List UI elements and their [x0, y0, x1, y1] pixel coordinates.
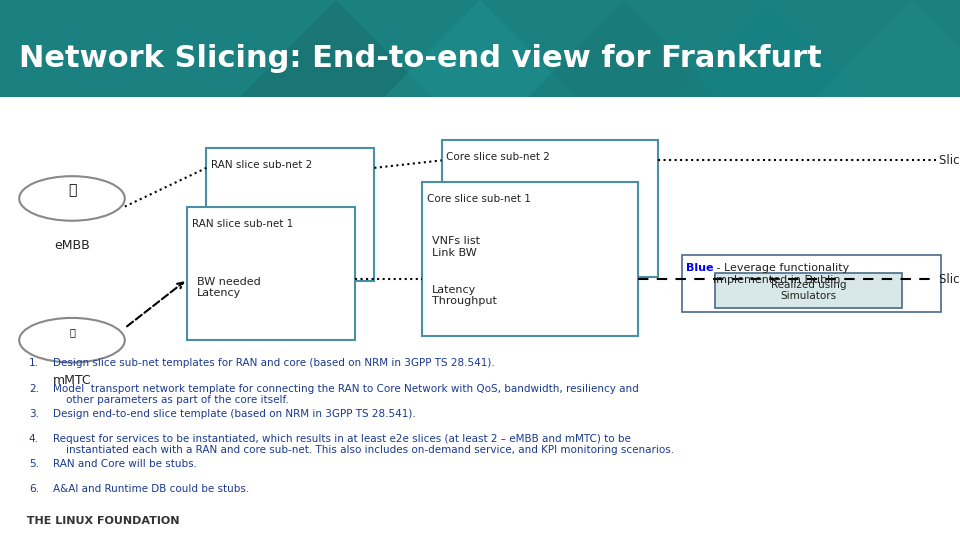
Text: RAN slice sub-net 1: RAN slice sub-net 1	[192, 219, 293, 229]
FancyBboxPatch shape	[206, 148, 374, 281]
Text: Request for services to be instantiated, which results in at least e2e slices (a: Request for services to be instantiated,…	[53, 434, 674, 455]
Text: 6.: 6.	[29, 484, 38, 494]
Text: Core slice sub-net 1: Core slice sub-net 1	[427, 194, 531, 205]
Text: Model  transport network template for connecting the RAN to Core Network with Qo: Model transport network template for con…	[53, 383, 638, 405]
Polygon shape	[384, 0, 576, 97]
Text: Core slice sub-net 2: Core slice sub-net 2	[446, 152, 550, 162]
FancyBboxPatch shape	[422, 183, 638, 336]
Text: - Leverage functionality
implemented in Dublin: - Leverage functionality implemented in …	[713, 263, 850, 285]
Polygon shape	[0, 0, 960, 97]
Text: Blue: Blue	[686, 263, 714, 273]
FancyBboxPatch shape	[715, 273, 902, 308]
Polygon shape	[816, 0, 960, 97]
Text: eMBB: eMBB	[54, 239, 90, 252]
Text: 📱: 📱	[68, 184, 76, 197]
Text: 5.: 5.	[29, 459, 38, 469]
Text: Slice 2: Slice 2	[939, 154, 960, 167]
Text: Latency
Throughput: Latency Throughput	[432, 285, 497, 306]
Text: 4.: 4.	[29, 434, 38, 444]
Text: A&AI and Runtime DB could be stubs.: A&AI and Runtime DB could be stubs.	[53, 484, 249, 494]
Text: 🏠: 🏠	[69, 327, 75, 337]
FancyBboxPatch shape	[442, 140, 658, 278]
Text: THE LINUX FOUNDATION: THE LINUX FOUNDATION	[19, 516, 180, 526]
Text: Realized using
Simulators: Realized using Simulators	[771, 280, 847, 301]
Text: Slice 1: Slice 1	[939, 273, 960, 286]
Text: 3.: 3.	[29, 409, 38, 419]
Polygon shape	[528, 0, 720, 97]
Text: Network Slicing: End-to-end view for Frankfurt: Network Slicing: End-to-end view for Fra…	[19, 44, 822, 73]
Text: RAN and Core will be stubs.: RAN and Core will be stubs.	[53, 459, 197, 469]
Text: 1.: 1.	[29, 359, 38, 368]
Polygon shape	[672, 0, 864, 97]
Text: RAN slice sub-net 2: RAN slice sub-net 2	[211, 160, 312, 170]
Text: mMTC: mMTC	[53, 374, 91, 387]
FancyBboxPatch shape	[682, 255, 941, 312]
FancyBboxPatch shape	[187, 206, 355, 340]
Polygon shape	[240, 0, 432, 97]
Text: Design slice sub-net templates for RAN and core (based on NRM in 3GPP TS 28.541): Design slice sub-net templates for RAN a…	[53, 359, 494, 368]
Text: VNFs list
Link BW: VNFs list Link BW	[432, 237, 480, 258]
Text: 2.: 2.	[29, 383, 38, 394]
Text: Design end-to-end slice template (based on NRM in 3GPP TS 28.541).: Design end-to-end slice template (based …	[53, 409, 416, 419]
Text: BW needed
Latency: BW needed Latency	[197, 276, 260, 298]
